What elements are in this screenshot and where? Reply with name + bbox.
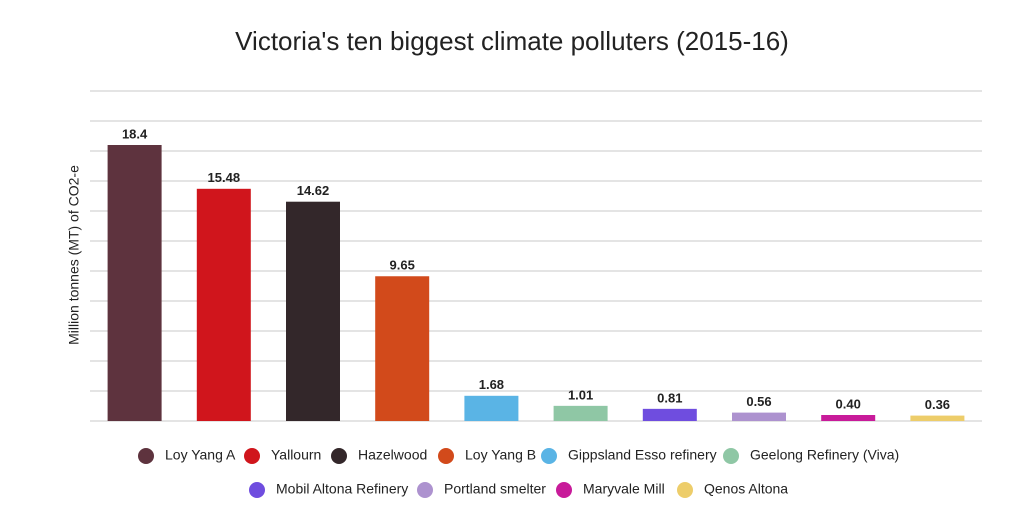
value-label: 18.4 (122, 126, 148, 141)
legend-label: Geelong Refinery (Viva) (750, 447, 899, 463)
bar (732, 412, 786, 421)
bar (107, 145, 162, 421)
legend-swatch (331, 448, 347, 464)
value-label: 1.68 (479, 377, 504, 392)
legend-swatch (541, 448, 557, 464)
chart-title: Victoria's ten biggest climate polluters… (235, 26, 789, 56)
value-label: 0.81 (657, 390, 682, 405)
legend-label: Maryvale Mill (583, 481, 665, 497)
bar (375, 276, 430, 421)
legend-swatch (417, 482, 433, 498)
legend-swatch (438, 448, 454, 464)
legend-label: Mobil Altona Refinery (276, 481, 408, 497)
legend-label: Gippsland Esso refinery (568, 447, 717, 463)
legend-label: Yallourn (271, 447, 321, 463)
legend-swatch (249, 482, 265, 498)
legend-label: Loy Yang B (465, 447, 536, 463)
value-label: 0.56 (746, 394, 771, 409)
bar (553, 405, 608, 421)
value-label: 14.62 (297, 183, 330, 198)
legend-label: Loy Yang A (165, 447, 236, 463)
bar (821, 415, 876, 421)
value-label: 15.48 (208, 170, 241, 185)
y-axis-label: Million tonnes (MT) of CO2-e (66, 165, 82, 345)
bar (464, 395, 519, 421)
value-label: 1.01 (568, 387, 593, 402)
legend-label: Hazelwood (358, 447, 427, 463)
legend-swatch (677, 482, 693, 498)
bar (196, 188, 251, 421)
legend-label: Qenos Altona (704, 481, 788, 497)
legend-swatch (556, 482, 572, 498)
bar (642, 408, 697, 421)
legend-swatch (244, 448, 260, 464)
legend-label: Portland smelter (444, 481, 546, 497)
value-label: 9.65 (390, 258, 415, 273)
legend-swatch (723, 448, 739, 464)
bar (286, 201, 340, 421)
legend-swatch (138, 448, 154, 464)
value-label: 0.40 (836, 396, 861, 411)
value-label: 0.36 (925, 397, 950, 412)
bar (910, 415, 965, 421)
